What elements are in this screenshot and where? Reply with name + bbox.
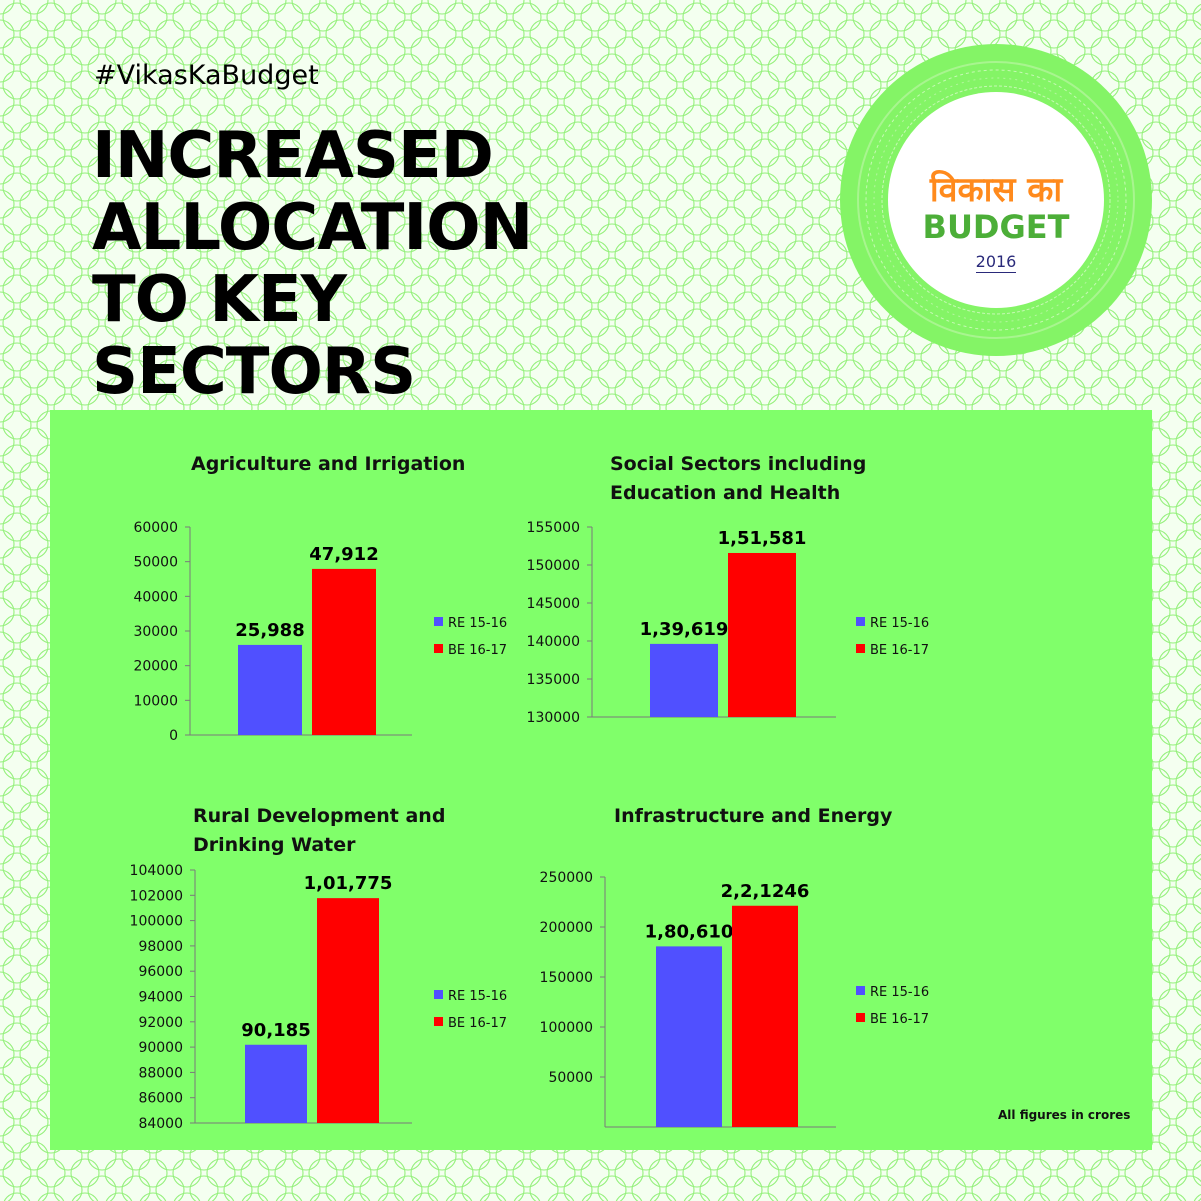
y-tick-label: 90000	[138, 1040, 183, 1056]
legend-label: BE 16-17	[448, 1016, 507, 1031]
badge-budget-text: BUDGET	[922, 208, 1070, 246]
legend-label: RE 15-16	[870, 985, 929, 1000]
data-label: 1,51,581	[718, 528, 807, 549]
page-title: INCREASED ALLOCATION TO KEY SECTORS	[92, 119, 533, 409]
data-label: 1,39,619	[640, 619, 729, 640]
bar	[656, 946, 722, 1127]
data-label: 47,912	[309, 544, 378, 565]
y-tick-label: 60000	[133, 520, 178, 536]
bar	[732, 905, 798, 1127]
chart-title: Drinking Water	[193, 834, 356, 856]
legend-label: BE 16-17	[870, 1012, 929, 1027]
y-tick-label: 40000	[133, 589, 178, 605]
y-tick-label: 20000	[133, 659, 178, 675]
data-label: 1,01,775	[304, 873, 393, 894]
legend-swatch	[856, 617, 865, 626]
badge-text: विकास का BUDGET 2016	[890, 170, 1102, 273]
y-tick-label: 86000	[138, 1091, 183, 1107]
legend-swatch	[434, 617, 443, 626]
y-tick-label: 130000	[527, 710, 580, 726]
budget-logo-badge	[840, 44, 1152, 356]
legend-label: RE 15-16	[870, 616, 929, 631]
bar	[650, 643, 718, 717]
y-tick-label: 0	[169, 728, 178, 744]
hashtag: #VikasKaBudget	[94, 60, 319, 91]
y-tick-label: 96000	[138, 964, 183, 980]
legend-swatch	[434, 644, 443, 653]
y-tick-label: 102000	[130, 888, 183, 904]
y-tick-label: 150000	[540, 970, 593, 986]
legend-label: RE 15-16	[448, 989, 507, 1004]
y-tick-label: 150000	[527, 558, 580, 574]
chart-title: Infrastructure and Energy	[614, 805, 893, 827]
charts-area: Agriculture and Irrigation 0 10000 20000 300…	[130, 453, 930, 1132]
y-tick-label: 88000	[138, 1065, 183, 1081]
y-tick-label: 100000	[130, 914, 183, 930]
bar	[317, 898, 379, 1123]
y-tick-label: 200000	[540, 920, 593, 936]
badge-year: 2016	[975, 252, 1017, 273]
legend-label: BE 16-17	[870, 643, 929, 658]
chart-title: Social Sectors including	[610, 453, 866, 475]
legend-swatch	[856, 1013, 865, 1022]
y-tick-label: 10000	[133, 693, 178, 709]
y-tick-label: 135000	[527, 672, 580, 688]
chart-title: Rural Development and	[193, 805, 445, 827]
y-tick-label: 84000	[138, 1116, 183, 1132]
y-tick-label: 92000	[138, 1015, 183, 1031]
bar	[312, 568, 376, 735]
title-line-4: SECTORS	[92, 335, 416, 409]
bar	[728, 552, 796, 717]
data-label: 25,988	[235, 620, 304, 641]
chart-title: Agriculture and Irrigation	[191, 453, 465, 475]
y-tick-label: 155000	[527, 520, 580, 536]
bar	[245, 1044, 307, 1123]
y-tick-label: 30000	[133, 624, 178, 640]
chart-title: Education and Health	[610, 482, 840, 504]
y-tick-label: 100000	[540, 1020, 593, 1036]
y-tick-label: 50000	[133, 555, 178, 571]
y-tick-label: 140000	[527, 634, 580, 650]
badge-hindi-text: विकास का	[929, 170, 1063, 210]
legend-swatch	[856, 644, 865, 653]
bar	[238, 644, 302, 735]
legend-swatch	[434, 990, 443, 999]
legend-label: BE 16-17	[448, 643, 507, 658]
title-line-2: ALLOCATION	[92, 191, 533, 265]
y-tick-label: 145000	[527, 596, 580, 612]
y-tick-label: 94000	[138, 990, 183, 1006]
title-line-1: INCREASED	[92, 119, 494, 193]
y-tick-label: 98000	[138, 939, 183, 955]
legend-swatch	[434, 1017, 443, 1026]
legend-swatch	[856, 986, 865, 995]
y-tick-label: 250000	[540, 870, 593, 886]
legend-label: RE 15-16	[448, 616, 507, 631]
data-label: 2,2,1246	[721, 881, 810, 902]
title-line-3: TO KEY	[92, 263, 347, 337]
footnote: All figures in crores	[998, 1108, 1131, 1122]
y-tick-label: 50000	[548, 1070, 593, 1086]
data-label: 1,80,610	[645, 921, 734, 942]
y-tick-label: 104000	[130, 863, 183, 879]
data-label: 90,185	[241, 1020, 310, 1041]
